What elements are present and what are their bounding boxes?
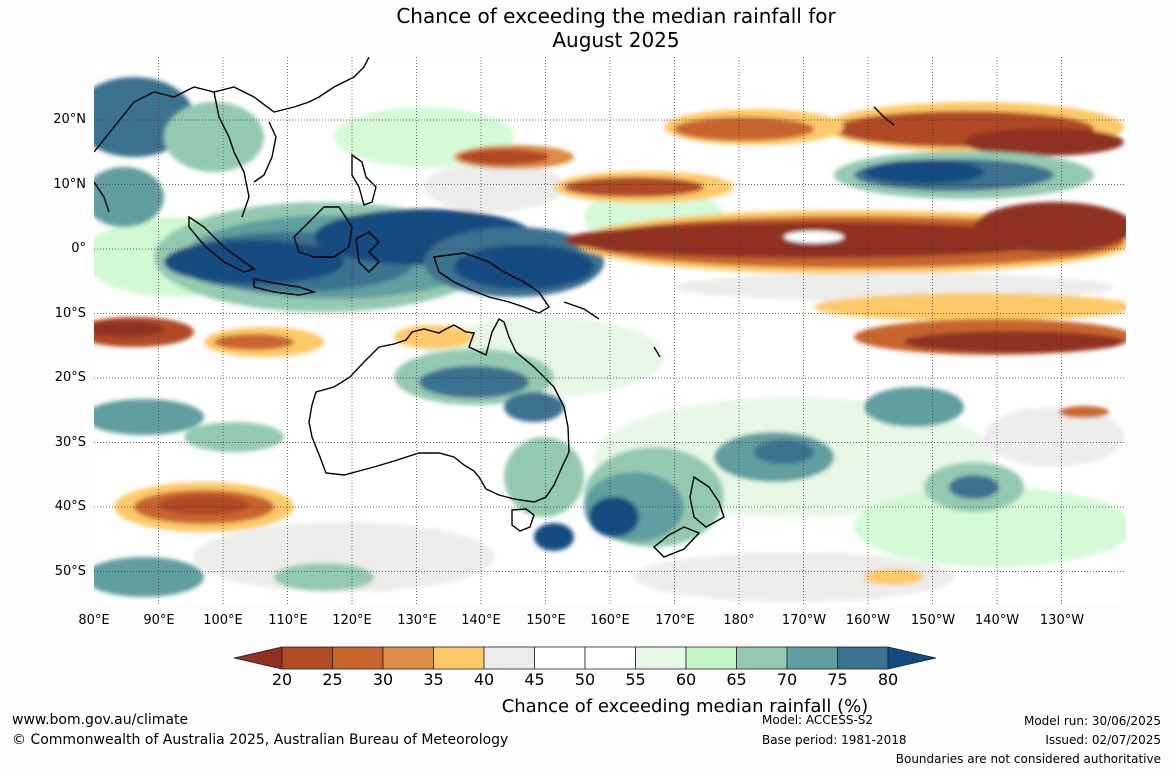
issued-date: Issued: 02/07/2025 (1045, 733, 1161, 747)
lat-label: 10°S (54, 306, 86, 321)
lon-label: 160°W (845, 613, 891, 628)
colorbar-tick-label: 45 (524, 670, 545, 689)
website-url[interactable]: www.bom.gov.au/climate (12, 712, 189, 728)
lat-label: 10°N (53, 177, 86, 192)
colorbar-label: Chance of exceeding median rainfall (%) (501, 696, 869, 717)
base-period: Base period: 1981-2018 (762, 733, 907, 747)
colorbar-tick-label: 70 (776, 670, 798, 689)
colorbar-tick-label: 55 (625, 670, 646, 689)
lon-label: 120°E (332, 613, 372, 628)
lon-label: 130°W (1039, 613, 1085, 628)
lat-label: 50°S (54, 564, 86, 579)
colorbar-tick-label: 65 (726, 670, 747, 689)
coastlines (94, 57, 895, 558)
colorbar-extend-low (234, 646, 283, 670)
colorbar-extend-high (887, 646, 937, 670)
colorbar-tick-label: 35 (423, 670, 444, 689)
colorbar-segment (837, 646, 889, 670)
lon-label: 100°E (203, 613, 243, 628)
model-run: Model run: 30/06/2025 (1023, 714, 1161, 728)
colorbar-segment (332, 646, 384, 670)
colorbar-segment (281, 646, 333, 670)
lon-label: 130°E (397, 613, 437, 628)
colorbar-tick-label: 30 (372, 670, 394, 689)
colorbar-segment (584, 646, 636, 670)
lon-label: 90°E (143, 613, 175, 628)
colorbar-segment (786, 646, 838, 670)
lon-label: 150°E (526, 613, 566, 628)
colorbar (234, 646, 937, 670)
map-canvas (94, 57, 1126, 604)
lon-label: 150°W (910, 613, 956, 628)
title-line-1: Chance of exceeding the median rainfall … (396, 4, 836, 28)
lat-label: 20°S (54, 370, 86, 385)
copyright-text: © Commonwealth of Australia 2025, Austra… (12, 732, 509, 748)
colorbar-tick-label: 40 (473, 670, 495, 689)
colorbar-tick-label: 50 (574, 670, 596, 689)
boundary-disclaimer: Boundaries are not considered authoritat… (895, 752, 1161, 766)
lon-label: 110°E (268, 613, 308, 628)
colorbar-segment (483, 646, 535, 670)
colorbar-segment (685, 646, 737, 670)
colorbar-segment (635, 646, 687, 670)
lon-label: 170°E (655, 613, 695, 628)
lat-label: 40°S (54, 499, 86, 514)
lon-label: 80°E (78, 613, 110, 628)
lon-label: 160°E (590, 613, 630, 628)
probability-field (94, 77, 1126, 602)
lon-label: 140°W (974, 613, 1020, 628)
colorbar-tick-label: 80 (877, 670, 899, 689)
lon-label: 180° (723, 613, 755, 628)
lat-label: 20°N (53, 112, 86, 127)
colorbar-tick-label: 60 (675, 670, 697, 689)
map-title: Chance of exceeding the median rainfall … (0, 4, 1173, 52)
colorbar-tick-label: 20 (271, 670, 293, 689)
lon-label: 170°W (781, 613, 827, 628)
lat-label: 0° (71, 241, 86, 256)
colorbar-tick-label: 25 (322, 670, 343, 689)
model-name: Model: ACCESS-S2 (762, 713, 874, 727)
title-line-2: August 2025 (552, 28, 680, 52)
graticule (94, 57, 1126, 604)
lon-label: 140°E (461, 613, 501, 628)
rainfall-map (94, 57, 1126, 604)
colorbar-tick-label: 75 (827, 670, 848, 689)
colorbar-segment (382, 646, 434, 670)
lat-label: 30°S (54, 435, 86, 450)
colorbar-segment (534, 646, 586, 670)
colorbar-segment (433, 646, 485, 670)
colorbar-segment (736, 646, 788, 670)
